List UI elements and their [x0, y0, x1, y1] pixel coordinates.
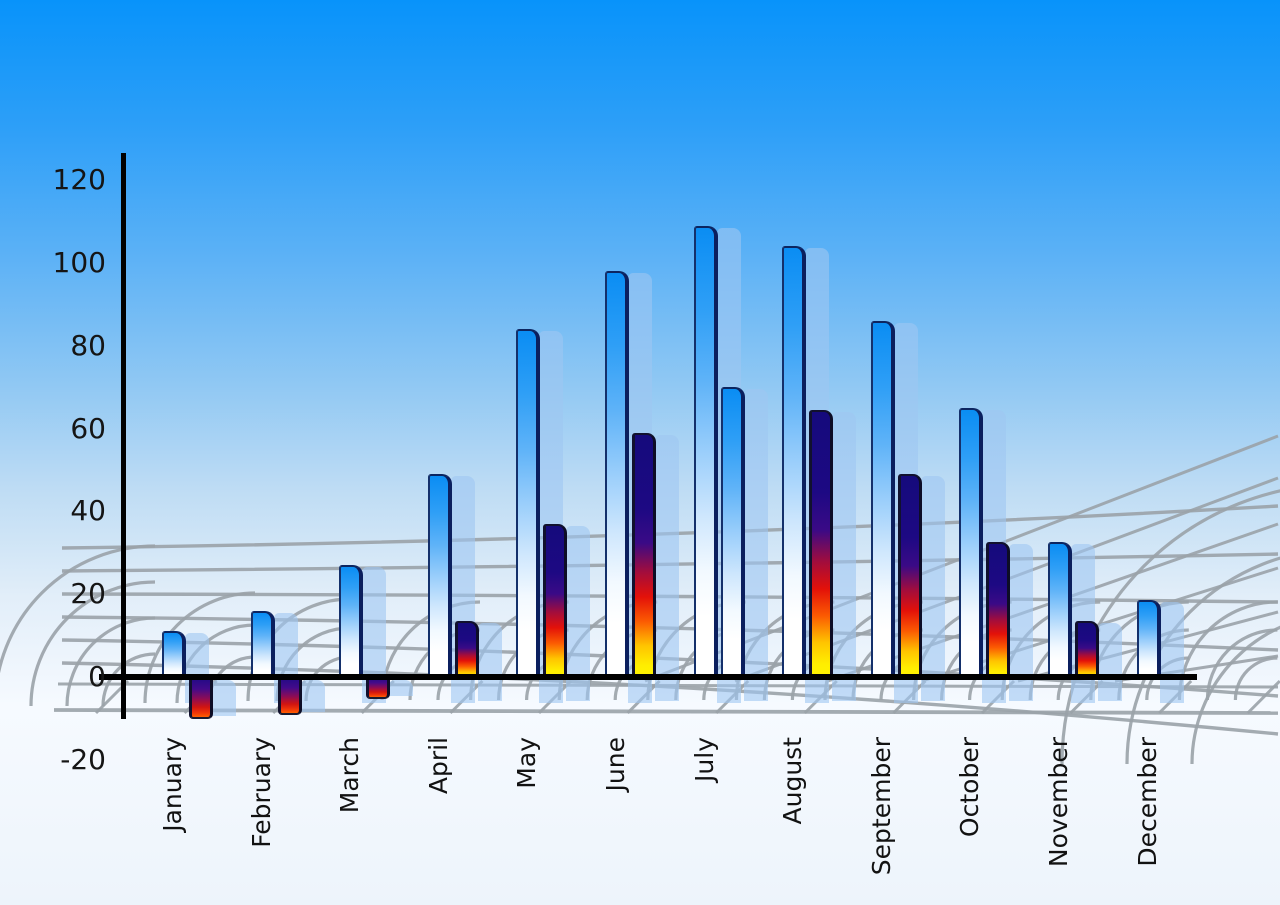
y-axis-tick-label: -20 [60, 742, 106, 776]
grid-line [1233, 656, 1278, 701]
month-label-text: May [512, 737, 542, 789]
bar-march-series1 [339, 565, 364, 680]
bar-october-series1 [959, 407, 984, 680]
month-label-text: August [778, 737, 808, 825]
bar-april-series2 [454, 621, 479, 680]
y-axis-tick-label: 100 [52, 245, 106, 279]
grid-line [29, 580, 156, 707]
y-axis-tick-label: 20 [70, 577, 106, 611]
bar-september-series1 [870, 320, 895, 680]
month-label-text: July [689, 737, 719, 782]
bar-november-series2 [1075, 621, 1099, 680]
month-label-text: September [866, 737, 896, 876]
bar-shadow-may-series2 [566, 525, 591, 701]
bar-shadow-february-series2 [300, 680, 325, 713]
grid-line [101, 652, 156, 707]
month-label-text: March [335, 737, 365, 814]
bar-may-series1 [516, 329, 541, 680]
bar-november-series1 [1048, 542, 1072, 680]
bar-shadow-november-series2 [1098, 623, 1122, 701]
bar-january-series1 [162, 631, 186, 680]
bar-shadow-april-series2 [477, 623, 502, 701]
month-label-text: November [1044, 737, 1073, 868]
bar-march-series2 [366, 676, 391, 699]
y-axis-line [121, 153, 126, 719]
month-label-text: February [246, 737, 276, 848]
month-label-text: January [158, 737, 187, 832]
grid-line [1190, 625, 1280, 765]
grid-line [53, 708, 1279, 715]
grid-line [0, 544, 156, 674]
bar-shadow-july-series2 [743, 389, 768, 701]
bar-august-series1 [782, 246, 807, 680]
month-label-text: December [1132, 737, 1162, 867]
bar-july-series1 [693, 225, 718, 680]
bar-october-series2 [986, 542, 1011, 680]
y-axis-tick-label: 60 [70, 411, 106, 445]
x-axis-line [99, 674, 1197, 680]
bar-august-series2 [809, 409, 834, 680]
bar-september-series2 [897, 474, 922, 680]
month-label-text: June [601, 737, 630, 792]
bar-july-series2 [720, 387, 745, 680]
bar-february-series1 [250, 610, 275, 680]
bar-shadow-september-series2 [920, 476, 945, 701]
grid-line [65, 616, 156, 707]
bar-shadow-march-series2 [389, 680, 414, 696]
y-axis-tick-label: 120 [52, 163, 106, 196]
bar-shadow-december-series1 [1159, 602, 1184, 703]
bar-june-series1 [605, 271, 629, 680]
month-label-text: April [423, 737, 453, 795]
y-axis-tick-label: 40 [70, 494, 106, 528]
grid-line [1125, 556, 1280, 765]
bar-may-series2 [543, 523, 568, 680]
y-axis-tick-label: 0 [88, 660, 106, 693]
bar-shadow-august-series2 [832, 411, 857, 701]
bar-shadow-june-series2 [655, 434, 679, 701]
bar-april-series1 [427, 474, 452, 680]
grid-line [1246, 679, 1280, 715]
bar-shadow-january-series2 [212, 680, 236, 717]
grid-line [143, 591, 256, 704]
y-axis-tick-label: 80 [70, 328, 106, 362]
bar-june-series2 [632, 432, 656, 680]
bar-january-series2 [189, 676, 213, 720]
month-label-text: October [955, 737, 985, 838]
grid-line [1205, 628, 1278, 701]
grid-line [1060, 489, 1280, 765]
bar-february-series2 [277, 676, 302, 716]
bar-december-series1 [1136, 600, 1161, 680]
